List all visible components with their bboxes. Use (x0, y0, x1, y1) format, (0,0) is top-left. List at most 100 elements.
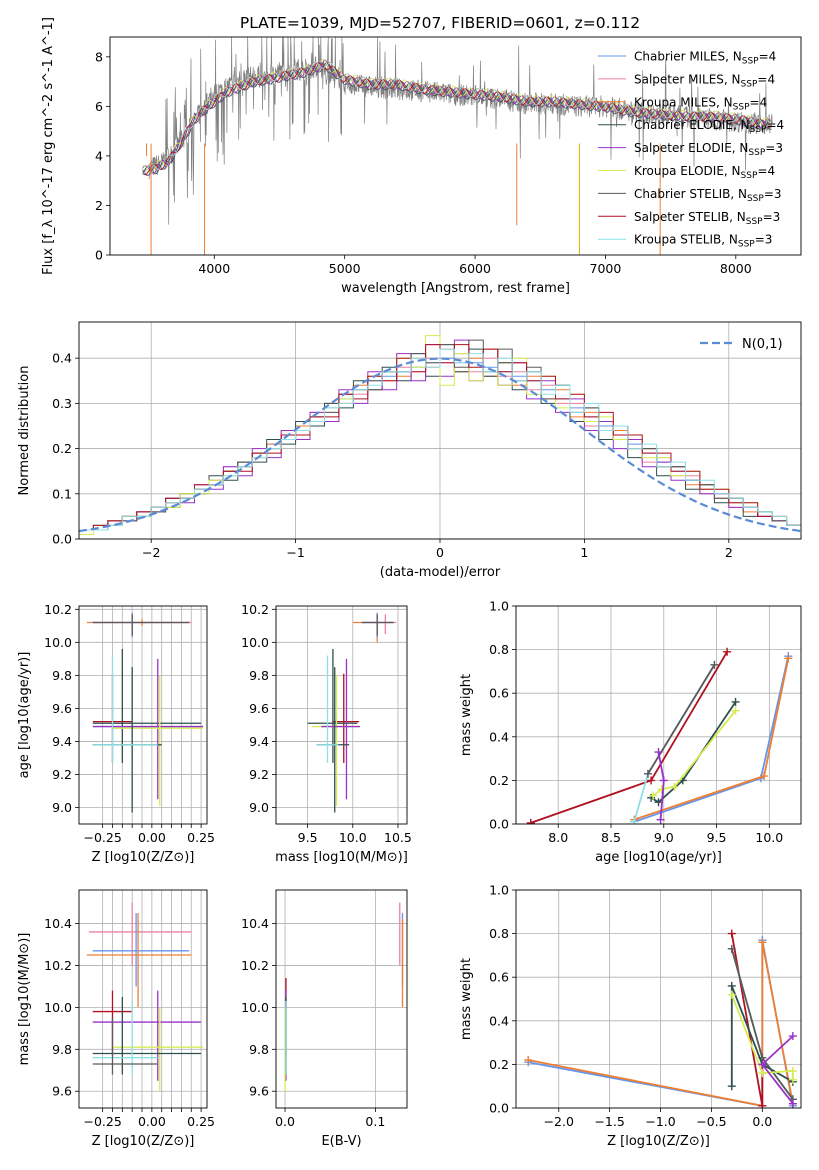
x-tick-label: 0.1 (365, 1114, 385, 1129)
y-tick-label: 0.3 (52, 396, 72, 411)
y-tick-label: 0.8 (489, 642, 509, 657)
axes-frame (515, 889, 802, 1109)
y-tick-label: 9.2 (249, 767, 269, 782)
legend-label: Salpeter STELIB, NSSP=3 (634, 210, 780, 227)
x-tick-label: 8000 (720, 261, 752, 276)
x-tick-label: 4000 (198, 261, 230, 276)
legend-label: Kroupa ELODIE, NSSP=4 (634, 164, 775, 181)
weight-series-line (528, 942, 794, 1107)
weight-point-marker (630, 817, 639, 824)
axes: 9.5 10.0 10.5 9.0 9.2 9.4 9.6 9.8 10.0 10.2 mass [… (241, 602, 412, 865)
y-tick-label: 10.0 (241, 1000, 269, 1015)
weight-point-marker (657, 785, 666, 794)
y-tick-label: 6 (95, 99, 103, 114)
y-axis-label: age [log10(age/yr)] (17, 652, 32, 779)
weight-point-marker (649, 791, 658, 800)
x-axis-label: Z [log10(Z/Z⊙)] (607, 1134, 710, 1149)
y-tick-label: 10.4 (44, 916, 72, 931)
x-tick-label: 9.5 (707, 830, 727, 845)
x-tick-label: −0.25 (83, 1114, 121, 1129)
y-tick-label: 10.2 (241, 602, 269, 617)
weight-point-marker (710, 660, 719, 669)
y-tick-label: 0.2 (489, 1057, 509, 1072)
x-tick-label: 10.0 (339, 830, 367, 845)
weight-point-marker (647, 776, 656, 785)
y-axis-label: Flux [f_λ 10^-17 erg cm^-2 s^-1 A^-1] (41, 17, 56, 275)
y-tick-label: 9.0 (249, 800, 269, 815)
x-tick-label: −2 (142, 545, 160, 560)
axes: −0.25 0.00 0.25 9.6 9.8 10.0 10.2 10.4 Z [log10(… (17, 889, 215, 1149)
y-axis-label: mass weight (459, 674, 474, 756)
x-tick-label: 0.00 (138, 830, 166, 845)
y-tick-label: 10.2 (44, 602, 72, 617)
x-axis-label: (data-model)/error (380, 565, 501, 580)
y-tick-label: 9.6 (52, 701, 72, 716)
y-tick-label: 9.8 (249, 1042, 269, 1057)
weight-point-marker (656, 815, 665, 824)
plot-area (526, 647, 793, 824)
x-tick-label: 0.25 (187, 830, 215, 845)
y-tick-label: 0.0 (52, 532, 72, 547)
weight-point-marker (788, 1075, 797, 1084)
legend-label: Chabrier MILES, NSSP=4 (634, 50, 776, 67)
axes-frame (109, 36, 802, 256)
legend-label: Kroupa STELIB, NSSP=3 (634, 233, 772, 250)
model-spectrum-line (142, 61, 772, 175)
x-tick-label: 9.0 (654, 830, 674, 845)
axes-frame (78, 889, 208, 1109)
normal-curve-legend-label: N(0,1) (742, 337, 783, 352)
weight-series-line (730, 994, 794, 1080)
weight-point-marker (788, 1099, 797, 1108)
weight-point-marker (758, 1060, 767, 1069)
x-tick-label: −2.0 (544, 1114, 574, 1129)
plot-area (307, 612, 397, 813)
plot-area (284, 902, 404, 1092)
y-tick-label: 1.0 (489, 599, 509, 614)
weight-point-marker (727, 929, 736, 938)
weight-series-line (650, 701, 737, 804)
weight-point-marker (727, 990, 736, 999)
residual-legend: N(0,1) (700, 337, 783, 352)
y-tick-label: 0.4 (52, 351, 72, 366)
x-tick-label: 10.5 (384, 830, 412, 845)
panels: 4000 5000 6000 7000 8000 0 2 4 6 8 wavelength [Ang… (17, 17, 802, 1149)
plot-area (79, 335, 801, 535)
weight-point-marker (758, 938, 767, 947)
x-axis-label: age [log10(age/yr)] (595, 850, 722, 865)
y-tick-label: 0.6 (489, 686, 509, 701)
axes: 4000 5000 6000 7000 8000 0 2 4 6 8 wavelength [Ang… (41, 17, 802, 296)
y-tick-label: 0.0 (489, 1101, 509, 1116)
legend-label: Salpeter MILES, NSSP=4 (634, 72, 775, 89)
model-spectrum-line (142, 59, 772, 174)
x-axis-label: Z [log10(Z/Z⊙)] (92, 850, 195, 865)
weight-point-marker (727, 1082, 736, 1091)
y-tick-label: 2 (95, 198, 103, 213)
weight-series-line (652, 710, 737, 797)
weight-point-marker (654, 748, 663, 757)
weight-point-marker (758, 1069, 767, 1078)
x-tick-label: 6000 (459, 261, 491, 276)
weight-point-marker (731, 697, 740, 706)
x-tick-label: 0.0 (275, 1114, 295, 1129)
panel-residual-histogram: −2 −1 0 1 2 0.0 0.1 0.2 0.3 0.4 (data-model)/error… (17, 321, 802, 580)
panel-spectrum: 4000 5000 6000 7000 8000 0 2 4 6 8 wavelength [Ang… (41, 17, 802, 296)
weight-point-marker (727, 944, 736, 953)
y-tick-label: 9.0 (52, 800, 72, 815)
y-tick-label: 0.0 (489, 817, 509, 832)
weight-point-marker (670, 782, 679, 791)
axes-frame (78, 321, 802, 540)
plot-area (524, 929, 797, 1108)
y-tick-label: 1.0 (489, 883, 509, 898)
y-tick-label: 10.0 (241, 635, 269, 650)
y-tick-label: 0.1 (52, 486, 72, 501)
legend-label: Chabrier ELODIE, NSSP=4 (634, 118, 784, 135)
y-tick-label: 10.2 (44, 958, 72, 973)
weight-point-marker (723, 647, 732, 656)
y-tick-label: 0.8 (489, 926, 509, 941)
y-tick-label: 0.4 (489, 729, 509, 744)
model-spectrum-line (142, 58, 772, 173)
plot-area (86, 612, 204, 813)
x-tick-label: 1 (580, 545, 588, 560)
weight-point-marker (524, 1056, 533, 1065)
